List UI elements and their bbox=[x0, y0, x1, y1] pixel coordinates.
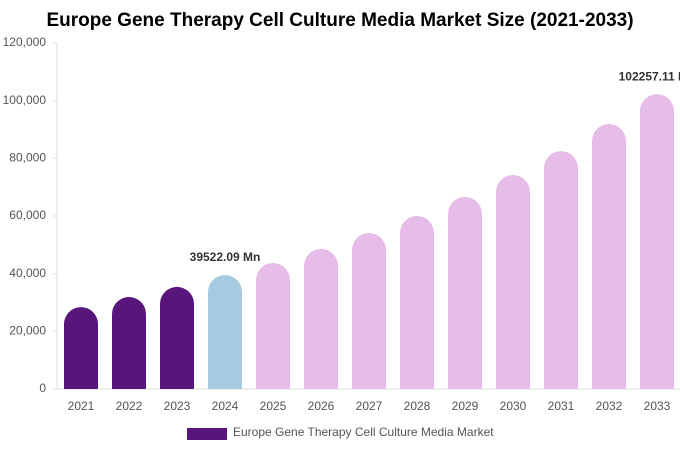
x-tick-label: 2023 bbox=[164, 399, 191, 413]
bar bbox=[448, 196, 482, 389]
value-label: 39522.09 Mn bbox=[190, 250, 261, 264]
chart-title: Europe Gene Therapy Cell Culture Media M… bbox=[46, 10, 633, 31]
y-tick-label: 80,000 bbox=[9, 151, 46, 165]
bar bbox=[352, 233, 386, 389]
y-tick-label: 0 bbox=[39, 381, 46, 395]
x-tick-label: 2025 bbox=[260, 399, 287, 413]
legend-swatch bbox=[187, 428, 227, 440]
legend-label: Europe Gene Therapy Cell Culture Media M… bbox=[233, 425, 494, 439]
x-tick-label: 2027 bbox=[356, 399, 383, 413]
x-tick-label: 2033 bbox=[644, 399, 671, 413]
bar bbox=[256, 262, 290, 389]
value-label: 102257.11 Mn bbox=[619, 69, 680, 83]
x-tick-label: 2029 bbox=[452, 399, 479, 413]
x-tick-label: 2032 bbox=[596, 399, 623, 413]
y-tick-label: 100,000 bbox=[3, 93, 47, 107]
y-tick-label: 60,000 bbox=[9, 208, 46, 222]
bar bbox=[592, 124, 626, 389]
bar bbox=[112, 297, 146, 389]
bar bbox=[496, 175, 530, 389]
x-tick-label: 2026 bbox=[308, 399, 335, 413]
x-tick-label: 2024 bbox=[212, 399, 239, 413]
x-tick-label: 2022 bbox=[116, 399, 143, 413]
bar bbox=[544, 151, 578, 389]
x-tick-label: 2031 bbox=[548, 399, 575, 413]
x-tick-label: 2021 bbox=[68, 399, 95, 413]
bar bbox=[640, 94, 674, 390]
y-tick-label: 120,000 bbox=[3, 35, 47, 49]
x-tick-label: 2030 bbox=[500, 399, 527, 413]
bar bbox=[400, 216, 434, 389]
bar bbox=[64, 307, 98, 389]
x-tick-label: 2028 bbox=[404, 399, 431, 413]
bar bbox=[208, 275, 242, 389]
y-tick-label: 20,000 bbox=[9, 324, 46, 338]
bar bbox=[160, 286, 194, 389]
bar bbox=[304, 248, 338, 389]
y-tick-label: 40,000 bbox=[9, 266, 46, 280]
